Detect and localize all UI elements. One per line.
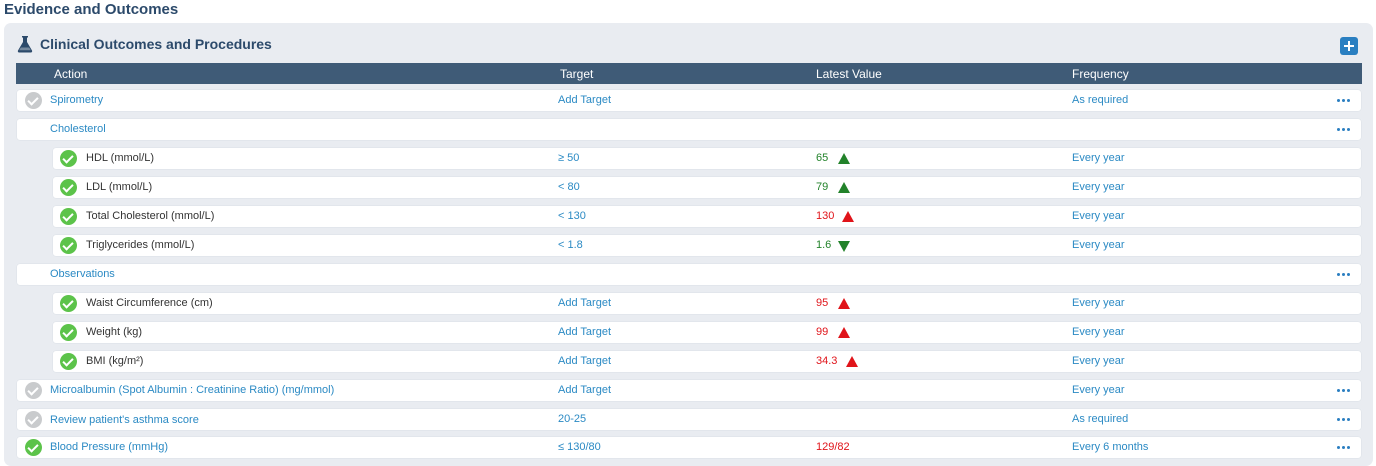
frequency-value[interactable]: Every 6 months — [1072, 441, 1149, 453]
frequency-value[interactable]: As required — [1072, 413, 1129, 425]
action-label: HDL (mmol/L) — [86, 152, 155, 164]
action-label: Triglycerides (mmol/L) — [86, 239, 195, 251]
frequency-value[interactable]: Every year — [1072, 152, 1125, 164]
target-value[interactable]: Add Target — [558, 326, 612, 338]
action-label: Total Cholesterol (mmol/L) — [86, 210, 215, 222]
target-value[interactable]: Add Target — [558, 355, 612, 367]
group-row-cholesterol[interactable]: Cholesterol — [16, 118, 1362, 141]
check-icon — [25, 439, 42, 456]
table-row[interactable]: Waist Circumference (cm) Add Target 95 E… — [52, 292, 1362, 315]
clinical-outcomes-panel: Clinical Outcomes and Procedures Action … — [4, 23, 1373, 466]
target-value[interactable]: Add Target — [558, 384, 612, 396]
frequency-value[interactable]: Every year — [1072, 210, 1125, 222]
trend-up-icon — [846, 356, 858, 367]
latest-value: 34.3 — [816, 355, 838, 367]
more-options-icon[interactable] — [1337, 273, 1350, 276]
more-options-icon[interactable] — [1337, 128, 1350, 131]
target-value[interactable]: < 1.8 — [558, 239, 583, 251]
target-value[interactable]: Add Target — [558, 297, 612, 309]
frequency-value[interactable]: As required — [1072, 94, 1129, 106]
table-row[interactable]: Review patient's asthma score 20-25 As r… — [16, 408, 1362, 431]
page-title: Evidence and Outcomes — [4, 1, 179, 18]
column-header-target[interactable]: Target — [560, 67, 594, 81]
group-label[interactable]: Observations — [50, 268, 115, 280]
table-row[interactable]: BMI (kg/m²) Add Target 34.3 Every year — [52, 350, 1362, 373]
group-row-observations[interactable]: Observations — [16, 263, 1362, 286]
latest-value: 99 — [816, 326, 829, 338]
target-value[interactable]: 20-25 — [558, 413, 587, 425]
latest-value: 65 — [816, 152, 829, 164]
column-header-action[interactable]: Action — [54, 67, 88, 81]
panel-header: Clinical Outcomes and Procedures — [17, 35, 272, 53]
more-options-icon[interactable] — [1337, 446, 1350, 449]
action-label: Waist Circumference (cm) — [86, 297, 213, 309]
column-header-latest-value[interactable]: Latest Value — [816, 67, 882, 81]
check-icon — [60, 208, 77, 225]
target-value[interactable]: ≤ 130/80 — [558, 441, 601, 453]
table-row[interactable]: Triglycerides (mmol/L) < 1.8 1.6 Every y… — [52, 234, 1362, 257]
panel-title: Clinical Outcomes and Procedures — [40, 36, 272, 52]
flask-icon — [17, 36, 33, 53]
target-value[interactable]: Add Target — [558, 94, 612, 106]
latest-value: 95 — [816, 297, 829, 309]
target-value[interactable]: ≥ 50 — [558, 152, 580, 164]
trend-up-icon — [838, 153, 850, 164]
latest-value: 130 — [816, 210, 835, 222]
check-icon — [60, 295, 77, 312]
action-label: BMI (kg/m²) — [86, 355, 144, 367]
more-options-icon[interactable] — [1337, 389, 1350, 392]
trend-up-icon — [838, 182, 850, 193]
more-options-icon[interactable] — [1337, 418, 1350, 421]
check-icon — [60, 353, 77, 370]
trend-up-icon — [842, 211, 854, 222]
trend-up-icon — [838, 298, 850, 309]
table-row[interactable]: Spirometry Add Target As required — [16, 89, 1362, 112]
check-icon — [60, 179, 77, 196]
check-icon — [60, 150, 77, 167]
check-icon — [25, 411, 42, 428]
frequency-value[interactable]: Every year — [1072, 326, 1125, 338]
table-row[interactable]: Microalbumin (Spot Albumin : Creatinine … — [16, 379, 1362, 402]
latest-value: 1.6 — [816, 239, 832, 251]
frequency-value[interactable]: Every year — [1072, 384, 1125, 396]
action-label[interactable]: Blood Pressure (mmHg) — [50, 441, 168, 453]
table-row[interactable]: LDL (mmol/L) < 80 79 Every year — [52, 176, 1362, 199]
target-value[interactable]: < 80 — [558, 181, 580, 193]
action-label[interactable]: Review patient's asthma score — [50, 414, 199, 426]
check-icon — [60, 324, 77, 341]
table-header: Action Target Latest Value Frequency — [16, 63, 1362, 84]
latest-value: 129/82 — [816, 441, 850, 453]
check-icon — [60, 237, 77, 254]
action-label[interactable]: Microalbumin (Spot Albumin : Creatinine … — [50, 384, 335, 396]
check-icon — [25, 92, 42, 109]
latest-value: 79 — [816, 181, 829, 193]
more-options-icon[interactable] — [1337, 99, 1350, 102]
action-label: Weight (kg) — [86, 326, 143, 338]
frequency-value[interactable]: Every year — [1072, 181, 1125, 193]
frequency-value[interactable]: Every year — [1072, 355, 1125, 367]
table-row[interactable]: Weight (kg) Add Target 99 Every year — [52, 321, 1362, 344]
add-outcome-button[interactable] — [1340, 37, 1358, 55]
frequency-value[interactable]: Every year — [1072, 239, 1125, 251]
check-icon — [25, 382, 42, 399]
table-row[interactable]: Blood Pressure (mmHg) ≤ 130/80 129/82 Ev… — [16, 436, 1362, 459]
table-row[interactable]: Total Cholesterol (mmol/L) < 130 130 Eve… — [52, 205, 1362, 228]
target-value[interactable]: < 130 — [558, 210, 586, 222]
frequency-value[interactable]: Every year — [1072, 297, 1125, 309]
action-label: LDL (mmol/L) — [86, 181, 153, 193]
trend-up-icon — [838, 327, 850, 338]
group-label[interactable]: Cholesterol — [50, 123, 106, 135]
column-header-frequency[interactable]: Frequency — [1072, 67, 1129, 81]
trend-down-icon — [838, 241, 850, 252]
table-row[interactable]: HDL (mmol/L) ≥ 50 65 Every year — [52, 147, 1362, 170]
action-label[interactable]: Spirometry — [50, 94, 104, 106]
